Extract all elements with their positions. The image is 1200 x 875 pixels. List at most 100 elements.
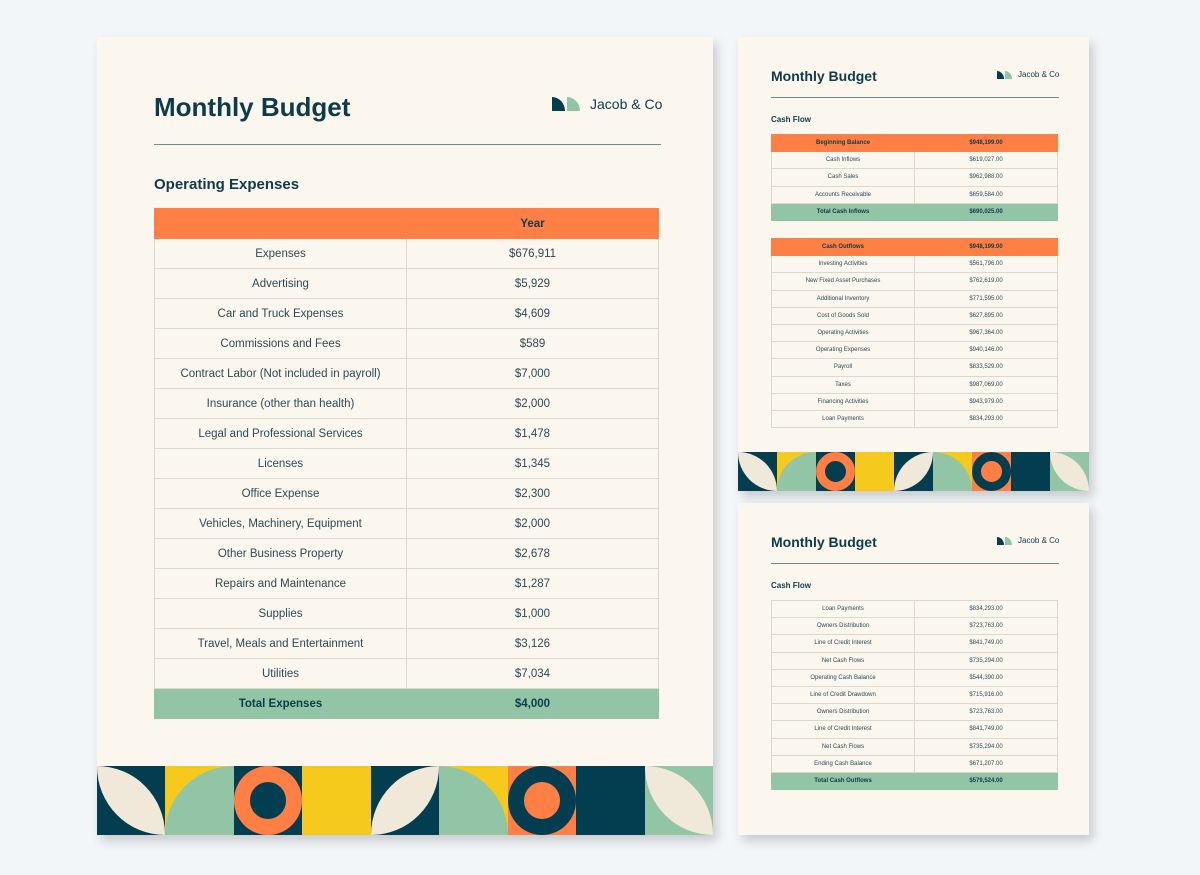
table-row: Financing Activities $943,979.00 bbox=[771, 392, 1058, 411]
table-row: Insurance (other than health) $2,000 bbox=[154, 388, 659, 419]
value-cell: $4,609 bbox=[406, 298, 659, 329]
table-row: Other Business Property $2,678 bbox=[154, 538, 659, 569]
value-cell: $762,619.00 bbox=[914, 272, 1058, 291]
table-row: Cash Sales $962,988.00 bbox=[771, 168, 1058, 187]
pattern-tile bbox=[165, 766, 234, 835]
table-row: Investing Activities $561,796.00 bbox=[771, 255, 1058, 274]
value-cell: $676,911 bbox=[406, 238, 659, 269]
value-cell: $987,069.00 bbox=[914, 375, 1058, 394]
value-cell: $671,207.00 bbox=[914, 754, 1058, 773]
label-cell: Supplies bbox=[154, 598, 407, 629]
label-cell: Investing Activities bbox=[771, 255, 915, 274]
ring-shape bbox=[816, 452, 855, 491]
leaf-shape bbox=[370, 766, 440, 835]
label-cell: Cost of Goods Sold bbox=[771, 306, 915, 325]
label-cell: Commissions and Fees bbox=[154, 328, 407, 359]
ring-shape bbox=[507, 766, 577, 835]
value-cell: $4,000 bbox=[406, 688, 659, 719]
table-row: Commissions and Fees $589 bbox=[154, 328, 659, 359]
logo-mark-icon bbox=[997, 536, 1004, 545]
label-cell: Operating Activities bbox=[771, 323, 915, 343]
label-cell: Net Cash Flows bbox=[771, 737, 915, 756]
leaf-shape bbox=[97, 766, 166, 835]
value-cell: $5,929 bbox=[406, 268, 659, 299]
label-cell: Line of Credit Interest bbox=[771, 634, 915, 653]
label-cell: Net Cash Flows bbox=[771, 651, 915, 670]
pattern-tile bbox=[933, 452, 972, 491]
value-cell: $834,293.00 bbox=[914, 409, 1058, 429]
ring-shape bbox=[233, 766, 303, 835]
table-row: Operating Activities $967,364.00 bbox=[771, 323, 1058, 343]
table-row: Net Cash Flows $735,294.00 bbox=[771, 651, 1058, 670]
pattern-tile bbox=[777, 452, 816, 491]
decorative-pattern bbox=[738, 452, 1089, 491]
label-cell: Owners Distribution bbox=[771, 703, 915, 722]
table-row: Ending Cash Balance $671,207.00 bbox=[771, 754, 1058, 773]
logo-mark-icon bbox=[997, 70, 1004, 79]
pattern-tile bbox=[302, 766, 371, 835]
cash-inflows-table: Beginning Balance $948,199.00 Cash Inflows… bbox=[771, 133, 1058, 221]
value-cell: $723,763.00 bbox=[914, 617, 1058, 636]
label-cell: Expenses bbox=[154, 238, 407, 269]
label-cell: Other Business Property bbox=[154, 538, 407, 569]
label-cell: Contract Labor (Not included in payroll) bbox=[154, 358, 407, 389]
value-cell: $7,034 bbox=[406, 658, 659, 689]
section-title: Operating Expenses bbox=[154, 176, 300, 193]
table-row: Operating Expenses $940,146.00 bbox=[771, 341, 1058, 360]
pattern-tile bbox=[855, 452, 894, 491]
page-operating-expenses: Monthly Budget Jacob & Co Operating Expe… bbox=[97, 37, 713, 835]
pattern-tile bbox=[439, 766, 508, 835]
label-cell: Insurance (other than health) bbox=[154, 388, 407, 419]
value-cell: $1,000 bbox=[406, 598, 659, 629]
label-cell: Office Expense bbox=[154, 478, 407, 509]
value-cell: $735,294.00 bbox=[914, 651, 1058, 670]
pattern-tile bbox=[738, 452, 777, 491]
table-row: Vehicles, Machinery, Equipment $2,000 bbox=[154, 508, 659, 539]
divider bbox=[771, 97, 1059, 98]
logo-mark-icon bbox=[567, 97, 580, 111]
table-total-row: Total Cash Inflows $690,025.00 bbox=[771, 202, 1058, 221]
brand-logo: Jacob & Co bbox=[997, 70, 1059, 79]
table-row: Advertising $5,929 bbox=[154, 268, 659, 299]
table-row: Owners Distribution $723,763.00 bbox=[771, 617, 1058, 636]
label-cell: Owners Distribution bbox=[771, 617, 915, 636]
decorative-pattern bbox=[97, 766, 713, 835]
value-cell: $967,364.00 bbox=[914, 323, 1058, 343]
value-cell: $2,678 bbox=[406, 538, 659, 569]
pattern-tile bbox=[576, 766, 645, 835]
table-row: Loan Payments $834,293.00 bbox=[771, 409, 1058, 429]
table-row: Travel, Meals and Entertainment $3,126 bbox=[154, 628, 659, 659]
value-cell: $589 bbox=[406, 328, 659, 359]
value-cell: $940,146.00 bbox=[914, 341, 1058, 360]
brand-name: Jacob & Co bbox=[1018, 70, 1060, 79]
value-cell: $561,796.00 bbox=[914, 255, 1058, 274]
value-cell: Year bbox=[406, 208, 659, 239]
brand-logo: Jacob & Co bbox=[997, 536, 1059, 545]
page-title: Monthly Budget bbox=[154, 92, 351, 122]
value-cell: $723,763.00 bbox=[914, 703, 1058, 722]
section-title: Cash Flow bbox=[771, 115, 812, 124]
label-cell bbox=[154, 208, 407, 239]
table-row: Expenses $676,911 bbox=[154, 238, 659, 269]
brand-name: Jacob & Co bbox=[1018, 536, 1060, 545]
value-cell: $715,916.00 bbox=[914, 685, 1058, 705]
label-cell: Taxes bbox=[771, 375, 915, 394]
leaf-shape bbox=[738, 452, 777, 491]
brand-logo: Jacob & Co bbox=[552, 96, 662, 112]
value-cell: $579,524.00 bbox=[914, 771, 1058, 791]
value-cell: $841,749.00 bbox=[914, 634, 1058, 653]
table-header: Cash Outflows $948,199.00 bbox=[771, 237, 1058, 257]
label-cell: Accounts Receivable bbox=[771, 185, 915, 204]
table-row: Cash Inflows $619,027.00 bbox=[771, 151, 1058, 170]
label-cell: Cash Sales bbox=[771, 168, 915, 187]
table-row: Supplies $1,000 bbox=[154, 598, 659, 629]
table-row: Additional Inventory $771,595.00 bbox=[771, 289, 1058, 308]
quarter-circle-shape bbox=[165, 766, 234, 835]
ring-shape bbox=[972, 452, 1011, 491]
label-cell: Financing Activities bbox=[771, 392, 915, 411]
page-title: Monthly Budget bbox=[771, 534, 877, 550]
label-cell: Utilities bbox=[154, 658, 407, 689]
label-cell: Advertising bbox=[154, 268, 407, 299]
table-header: Beginning Balance $948,199.00 bbox=[771, 133, 1058, 153]
value-cell: $627,895.00 bbox=[914, 306, 1058, 325]
